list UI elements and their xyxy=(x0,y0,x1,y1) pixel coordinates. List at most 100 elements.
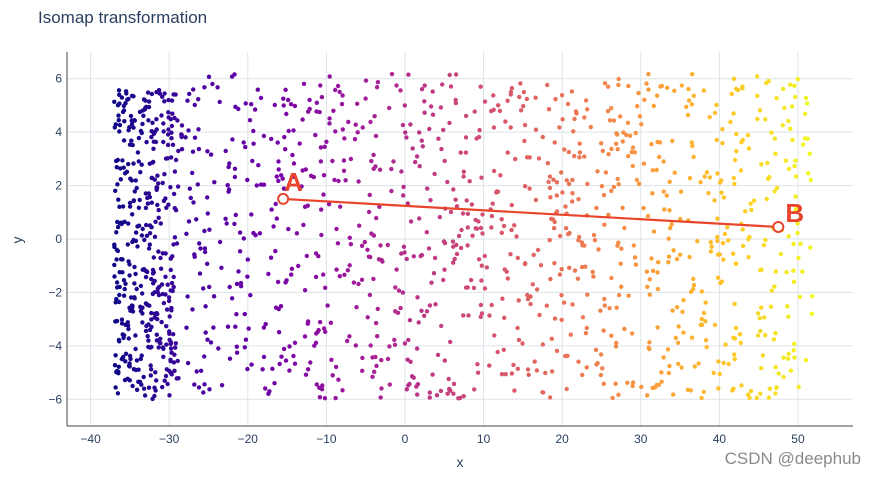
data-point xyxy=(160,345,166,350)
data-point xyxy=(318,159,324,164)
data-point xyxy=(679,83,684,88)
data-point xyxy=(394,267,399,272)
data-point xyxy=(125,376,130,381)
data-point xyxy=(123,359,128,364)
data-point xyxy=(272,381,277,386)
x-tick-label: −20 xyxy=(238,432,259,446)
data-point xyxy=(190,307,195,312)
data-point xyxy=(128,295,134,300)
data-point xyxy=(130,142,135,148)
data-point xyxy=(609,188,614,194)
data-point xyxy=(261,133,267,139)
data-point xyxy=(695,239,700,244)
data-point xyxy=(478,314,483,319)
data-point xyxy=(552,316,558,321)
data-point xyxy=(448,339,453,345)
data-point xyxy=(518,81,523,86)
data-point xyxy=(795,221,800,226)
data-point xyxy=(377,204,382,209)
y-tick-label: 0 xyxy=(55,232,62,246)
data-point xyxy=(234,312,239,317)
y-tick-labels: −6 −4 −2 0 2 4 6 xyxy=(48,72,62,407)
data-point xyxy=(675,340,681,345)
data-point xyxy=(702,174,707,179)
data-point xyxy=(149,225,154,230)
data-point xyxy=(133,346,138,352)
data-point xyxy=(247,118,253,123)
data-point xyxy=(583,98,589,103)
data-point xyxy=(666,236,671,241)
data-point xyxy=(173,92,178,97)
data-point xyxy=(164,205,169,210)
data-point xyxy=(764,196,769,202)
data-point xyxy=(330,373,335,378)
data-point xyxy=(139,233,145,238)
data-point xyxy=(540,342,545,347)
data-point xyxy=(150,291,155,297)
data-point xyxy=(403,130,408,135)
data-point xyxy=(334,226,339,232)
data-point xyxy=(272,102,277,108)
data-point xyxy=(408,122,413,127)
data-point xyxy=(647,340,652,345)
data-point xyxy=(520,341,525,346)
data-point xyxy=(226,164,231,170)
data-point xyxy=(720,240,726,246)
data-point xyxy=(389,71,395,77)
data-point xyxy=(144,233,150,238)
data-point xyxy=(145,195,150,201)
data-point xyxy=(699,395,704,401)
data-point xyxy=(712,198,717,203)
data-point xyxy=(703,338,709,343)
data-point xyxy=(491,168,497,174)
data-point xyxy=(117,292,122,298)
data-point xyxy=(509,371,515,376)
data-point xyxy=(391,159,396,164)
data-point xyxy=(126,259,131,264)
data-point xyxy=(714,102,719,108)
data-point xyxy=(466,313,471,318)
data-point xyxy=(132,189,137,194)
data-point xyxy=(629,331,635,336)
data-point xyxy=(696,361,701,366)
data-point xyxy=(165,381,170,387)
watermark: CSDN @deephub xyxy=(724,449,861,468)
data-point xyxy=(508,125,513,130)
data-point xyxy=(738,340,743,346)
data-point xyxy=(610,395,615,401)
data-point xyxy=(319,207,324,212)
data-point xyxy=(755,311,761,316)
data-point xyxy=(703,300,708,305)
data-point xyxy=(666,260,671,265)
data-point xyxy=(686,86,691,92)
data-point xyxy=(767,175,772,180)
data-point xyxy=(170,142,176,147)
data-point xyxy=(341,158,347,163)
data-point xyxy=(572,153,577,159)
data-point xyxy=(467,179,472,184)
data-point xyxy=(217,239,223,245)
x-tick-labels: −40 −30 −20 −10 0 10 20 30 40 50 xyxy=(80,432,805,446)
data-point xyxy=(267,389,272,394)
data-point xyxy=(463,150,469,155)
data-point xyxy=(132,118,137,123)
data-point xyxy=(163,196,168,201)
data-point xyxy=(419,308,424,313)
data-point xyxy=(442,240,448,246)
data-point xyxy=(405,201,410,206)
data-point xyxy=(114,230,119,235)
data-point xyxy=(716,359,721,364)
data-point xyxy=(400,122,406,128)
data-point xyxy=(758,328,763,334)
data-point xyxy=(715,216,720,221)
data-point xyxy=(463,135,469,140)
data-point xyxy=(192,102,197,108)
data-point xyxy=(690,143,695,149)
data-point xyxy=(616,392,621,397)
data-point xyxy=(333,364,339,370)
data-point xyxy=(340,127,345,132)
data-point xyxy=(385,356,391,362)
data-point xyxy=(370,374,375,379)
data-point xyxy=(408,219,414,224)
data-point xyxy=(689,140,694,145)
